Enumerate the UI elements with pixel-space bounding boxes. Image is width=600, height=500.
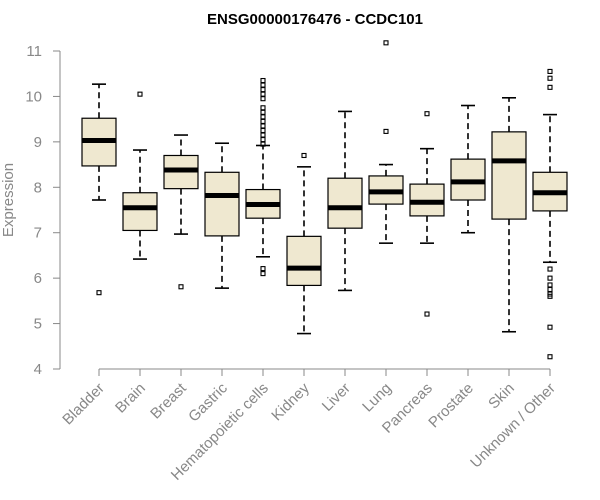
iqr-box xyxy=(327,177,363,229)
iqr-box xyxy=(122,192,158,232)
outlier-point xyxy=(547,354,553,360)
x-tick-label: Lung xyxy=(359,380,395,416)
y-tick-label: 9 xyxy=(34,134,42,151)
outlier-point xyxy=(547,286,553,293)
x-tick-label: Skin xyxy=(485,380,518,413)
box-liver xyxy=(327,110,363,292)
x-tick-label: Bladder xyxy=(59,380,108,429)
outlier-point xyxy=(260,137,266,143)
y-tick-label: 6 xyxy=(34,270,42,287)
outlier-point xyxy=(260,118,266,124)
y-axis-label: Expression xyxy=(0,163,17,237)
outlier-point xyxy=(547,75,553,81)
outlier-point xyxy=(424,111,430,117)
outlier-point xyxy=(260,96,266,102)
outlier-point xyxy=(260,266,266,272)
outlier-point xyxy=(424,311,430,317)
outlier-point xyxy=(383,128,389,134)
outlier-point xyxy=(547,84,553,90)
box-unknown-other xyxy=(532,68,568,360)
outlier-point xyxy=(383,40,389,46)
box-lung xyxy=(368,40,404,244)
outlier-point xyxy=(260,114,266,120)
y-tick-label: 10 xyxy=(25,88,42,105)
outlier-point xyxy=(260,132,266,138)
outlier-point xyxy=(547,266,553,272)
outlier-point xyxy=(260,123,266,129)
box-prostate xyxy=(450,104,486,234)
x-tick-label: Prostate xyxy=(425,380,477,432)
box-series xyxy=(81,40,568,360)
outlier-point xyxy=(547,282,553,288)
box-breast xyxy=(163,134,199,290)
outlier-point xyxy=(96,290,102,296)
y-tick-label: 5 xyxy=(34,316,42,333)
iqr-box xyxy=(286,235,322,287)
outlier-point xyxy=(547,324,553,330)
outlier-point xyxy=(260,87,266,93)
x-tick-label: Kidney xyxy=(268,379,313,424)
outlier-point xyxy=(137,91,143,97)
outlier-point xyxy=(260,271,266,277)
y-tick-label: 8 xyxy=(34,179,42,196)
y-tick-label: 4 xyxy=(34,361,42,378)
y-tick-label: 7 xyxy=(34,225,42,242)
box-brain xyxy=(122,91,158,260)
outlier-point xyxy=(260,82,266,88)
outlier-point xyxy=(260,109,266,115)
x-tick-label: Brain xyxy=(112,380,149,417)
iqr-box xyxy=(204,171,240,237)
outlier-point xyxy=(260,105,266,111)
chart-title: ENSG00000176476 - CCDC101 xyxy=(207,11,423,28)
iqr-box xyxy=(491,131,527,220)
outlier-point xyxy=(301,152,307,159)
box-kidney xyxy=(286,152,322,335)
box-gastric xyxy=(204,142,240,289)
box-hematopoietic-cells xyxy=(245,77,281,277)
y-axis: 4 5 6 7 8 9 10 11 xyxy=(25,43,61,378)
box-skin xyxy=(491,96,527,333)
box-pancreas xyxy=(409,111,445,317)
y-tick-label: 11 xyxy=(26,43,42,60)
outlier-point xyxy=(260,77,266,84)
outlier-point xyxy=(260,91,266,97)
box-bladder xyxy=(81,83,117,296)
outlier-point xyxy=(547,68,553,74)
outlier-point xyxy=(547,275,553,281)
x-tick-label: Liver xyxy=(319,380,354,415)
x-tick-label: Breast xyxy=(147,379,190,422)
outlier-point xyxy=(260,127,266,134)
outlier-point xyxy=(178,284,184,290)
